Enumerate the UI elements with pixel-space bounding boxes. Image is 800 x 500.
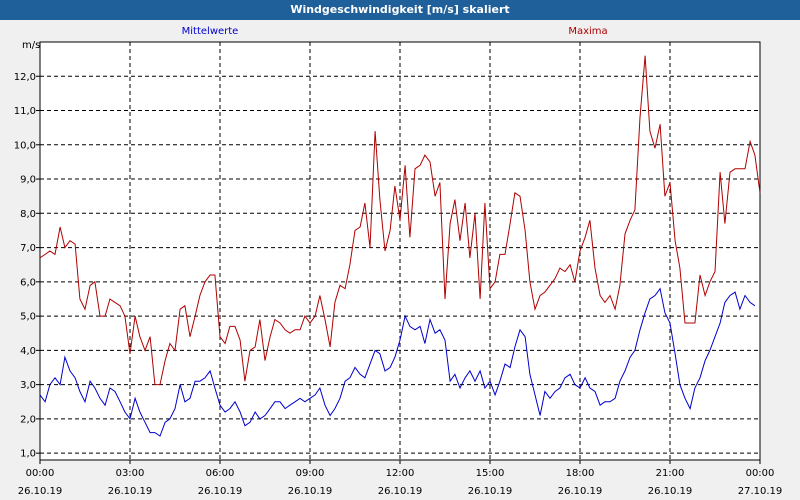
y-tick-label: 4,0 (20, 346, 36, 357)
x-tick-time: 00:00 (26, 468, 55, 479)
x-tick-date: 26.10.19 (468, 486, 513, 497)
x-tick-date: 26.10.19 (648, 486, 693, 497)
series-lines (39, 55, 761, 437)
y-tick-label: 7,0 (20, 243, 36, 254)
y-tick-label: 6,0 (20, 277, 36, 288)
x-tick-date: 27.10.19 (738, 486, 783, 497)
window-title: Windgeschwindigkeit [m/s] skaliert (0, 0, 800, 20)
x-tick-time: 09:00 (296, 468, 325, 479)
x-tick-date: 26.10.19 (288, 486, 333, 497)
x-tick-date: 26.10.19 (558, 486, 603, 497)
x-tick-time: 00:00 (746, 468, 775, 479)
legend-mittelwerte: Mittelwerte (182, 26, 239, 37)
grid (40, 42, 760, 460)
y-axis-label: m/s (22, 40, 40, 51)
x-tick-date: 26.10.19 (198, 486, 243, 497)
y-tick-label: 11,0 (14, 106, 36, 117)
y-tick-label: 10,0 (14, 140, 36, 151)
y-tick-label: 9,0 (20, 175, 36, 186)
wind-speed-chart: m/s Mittelwerte Maxima 1,0 2,0 3,0 4,0 5,0 6,… (14, 26, 783, 497)
series-line-mittelwerte (39, 287, 756, 437)
x-tick-date: 26.10.19 (378, 486, 423, 497)
y-tick-label: 5,0 (20, 312, 36, 323)
y-tick-label: 3,0 (20, 380, 36, 391)
x-tick-time: 06:00 (206, 468, 235, 479)
legend-maxima: Maxima (568, 26, 607, 37)
x-tick-time: 18:00 (566, 468, 595, 479)
x-axis: 00:00 26.10.19 03:00 26.10.19 06:00 26.10.19 0… (18, 460, 783, 497)
y-tick-label: 8,0 (20, 209, 36, 220)
plot-area (39, 41, 761, 461)
x-tick-time: 12:00 (386, 468, 415, 479)
y-axis: 1,0 2,0 3,0 4,0 5,0 6,0 7,0 8,0 9,0 10,0 11,0 12,0 (14, 72, 40, 460)
y-tick-label: 12,0 (14, 72, 36, 83)
x-tick-date: 26.10.19 (18, 486, 63, 497)
x-tick-time: 03:00 (116, 468, 145, 479)
x-tick-date: 26.10.19 (108, 486, 153, 497)
x-tick-time: 15:00 (476, 468, 505, 479)
x-tick-time: 21:00 (656, 468, 685, 479)
series-line-maxima (39, 55, 761, 386)
y-tick-label: 2,0 (20, 414, 36, 425)
y-tick-label: 1,0 (20, 449, 36, 460)
